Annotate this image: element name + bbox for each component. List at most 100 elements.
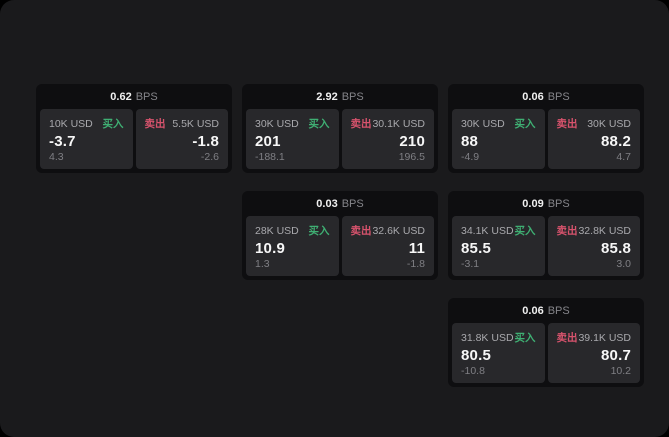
spread-unit: BPS	[547, 304, 570, 317]
spread-unit: BPS	[547, 90, 570, 103]
sell-label: 卖出	[556, 332, 578, 344]
sell-amount: 39.1K USD	[578, 331, 631, 344]
spread-unit: BPS	[341, 197, 364, 210]
buy-tile-header: 10K USD 买入	[49, 116, 124, 131]
sell-price: 85.8	[601, 240, 631, 257]
sell-tile-header: 卖出 30.1K USD	[351, 116, 426, 131]
spread-unit: BPS	[341, 90, 364, 103]
buy-change: 4.3	[49, 151, 64, 163]
buy-price: 88	[461, 133, 479, 150]
sell-change: 3.0	[616, 258, 631, 270]
sell-label: 卖出	[144, 118, 166, 130]
buy-change: -188.1	[255, 151, 285, 163]
quote-card: 2.92 BPS 30K USD 买入 201 -188.1 卖出 30.1K …	[242, 84, 438, 173]
buy-tile[interactable]: 34.1K USD 买入 85.5 -3.1	[452, 216, 545, 276]
buy-label: 买入	[514, 118, 536, 130]
spread-value: 0.62	[110, 90, 132, 103]
sell-tile-header: 卖出 32.6K USD	[351, 223, 426, 238]
sell-price: 11	[408, 240, 425, 257]
sell-tile-header: 卖出 32.8K USD	[557, 223, 632, 238]
sell-tile[interactable]: 卖出 39.1K USD 80.7 10.2	[547, 323, 640, 383]
quote-card: 0.09 BPS 34.1K USD 买入 85.5 -3.1 卖出 32.8K…	[448, 191, 644, 280]
sell-amount: 32.6K USD	[372, 224, 425, 237]
spread-value: 2.92	[316, 90, 338, 103]
buy-amount: 30K USD	[461, 117, 505, 130]
sell-tile[interactable]: 卖出 32.8K USD 85.8 3.0	[547, 216, 640, 276]
buy-tile[interactable]: 10K USD 买入 -3.7 4.3	[40, 109, 133, 169]
sell-tile[interactable]: 卖出 32.6K USD 11 -1.8	[341, 216, 434, 276]
sell-amount: 32.8K USD	[578, 224, 631, 237]
buy-label: 买入	[514, 332, 536, 344]
buy-tile-header: 34.1K USD 买入	[461, 223, 536, 238]
buy-price: 10.9	[255, 240, 285, 257]
sell-amount: 30.1K USD	[372, 117, 425, 130]
buy-amount: 30K USD	[255, 117, 299, 130]
sell-amount: 30K USD	[587, 117, 631, 130]
buy-label: 买入	[514, 225, 536, 237]
buy-tile-header: 31.8K USD 买入	[461, 330, 536, 345]
sell-label: 卖出	[556, 118, 578, 130]
sell-label: 卖出	[350, 118, 372, 130]
sell-tile[interactable]: 卖出 30K USD 88.2 4.7	[547, 109, 640, 169]
buy-price: -3.7	[49, 133, 76, 150]
sell-price: 210	[399, 133, 425, 150]
spread-header: 0.62 BPS	[36, 84, 232, 109]
buy-price: 80.5	[461, 347, 491, 364]
sell-tile[interactable]: 卖出 5.5K USD -1.8 -2.6	[135, 109, 228, 169]
sell-change: -2.6	[200, 151, 219, 163]
buy-amount: 10K USD	[49, 117, 93, 130]
buy-label: 买入	[102, 118, 124, 130]
sell-tile[interactable]: 卖出 30.1K USD 210 196.5	[341, 109, 434, 169]
buy-tile[interactable]: 30K USD 买入 201 -188.1	[246, 109, 339, 169]
buy-change: -3.1	[461, 258, 480, 270]
spread-header: 0.09 BPS	[448, 191, 644, 216]
spread-header: 2.92 BPS	[242, 84, 438, 109]
buy-tile-header: 28K USD 买入	[255, 223, 330, 238]
buy-amount: 34.1K USD	[461, 224, 514, 237]
buy-price: 85.5	[461, 240, 491, 257]
spread-value: 0.06	[522, 304, 544, 317]
buy-tile[interactable]: 30K USD 买入 88 -4.9	[452, 109, 545, 169]
buy-tile-header: 30K USD 买入	[461, 116, 536, 131]
quote-card: 0.62 BPS 10K USD 买入 -3.7 4.3 卖出 5.5K USD	[36, 84, 232, 173]
sell-tile-header: 卖出 30K USD	[557, 116, 632, 131]
buy-tile[interactable]: 31.8K USD 买入 80.5 -10.8	[452, 323, 545, 383]
buy-label: 买入	[308, 118, 330, 130]
buy-tile[interactable]: 28K USD 买入 10.9 1.3	[246, 216, 339, 276]
buy-tile-header: 30K USD 买入	[255, 116, 330, 131]
spread-unit: BPS	[547, 197, 570, 210]
sell-change: 10.2	[610, 365, 631, 377]
sell-change: -1.8	[406, 258, 425, 270]
sell-price: 80.7	[601, 347, 631, 364]
quote-card-body: 34.1K USD 买入 85.5 -3.1 卖出 32.8K USD 85.8…	[448, 216, 644, 280]
spread-value: 0.06	[522, 90, 544, 103]
buy-amount: 31.8K USD	[461, 331, 514, 344]
spread-header: 0.03 BPS	[242, 191, 438, 216]
buy-price: 201	[255, 133, 281, 150]
sell-price: -1.8	[192, 133, 219, 150]
quote-card-body: 30K USD 买入 201 -188.1 卖出 30.1K USD 210 1…	[242, 109, 438, 173]
spread-header: 0.06 BPS	[448, 298, 644, 323]
sell-change: 196.5	[398, 151, 425, 163]
spread-value: 0.03	[316, 197, 338, 210]
quote-card: 0.06 BPS 31.8K USD 买入 80.5 -10.8 卖出 39.1…	[448, 298, 644, 387]
spread-unit: BPS	[135, 90, 158, 103]
quote-card-grid: 0.62 BPS 10K USD 买入 -3.7 4.3 卖出 5.5K USD	[36, 84, 644, 387]
sell-change: 4.7	[616, 151, 631, 163]
buy-amount: 28K USD	[255, 224, 299, 237]
sell-amount: 5.5K USD	[172, 117, 219, 130]
quote-card-body: 28K USD 买入 10.9 1.3 卖出 32.6K USD 11 -1.8	[242, 216, 438, 280]
buy-change: 1.3	[255, 258, 270, 270]
quote-card: 0.06 BPS 30K USD 买入 88 -4.9 卖出 30K USD	[448, 84, 644, 173]
sell-price: 88.2	[601, 133, 631, 150]
sell-label: 卖出	[556, 225, 578, 237]
sell-label: 卖出	[350, 225, 372, 237]
quote-card-body: 10K USD 买入 -3.7 4.3 卖出 5.5K USD -1.8 -2.…	[36, 109, 232, 173]
spread-header: 0.06 BPS	[448, 84, 644, 109]
buy-change: -10.8	[461, 365, 485, 377]
buy-label: 买入	[308, 225, 330, 237]
quote-card-body: 31.8K USD 买入 80.5 -10.8 卖出 39.1K USD 80.…	[448, 323, 644, 387]
quote-card-body: 30K USD 买入 88 -4.9 卖出 30K USD 88.2 4.7	[448, 109, 644, 173]
quote-card: 0.03 BPS 28K USD 买入 10.9 1.3 卖出 32.6K US…	[242, 191, 438, 280]
